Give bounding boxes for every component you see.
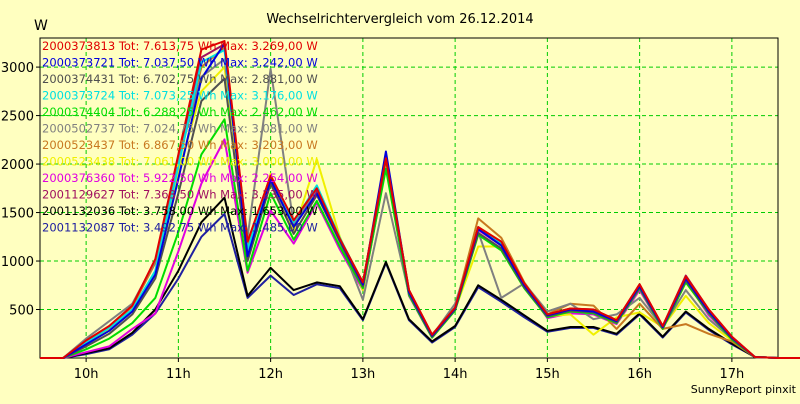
y-tick-label: 3000 [1,61,34,76]
x-tick-label: 12h [258,367,283,382]
x-tick-label: 11h [166,367,191,382]
y-tick-label: 1500 [1,207,34,222]
y-tick-label: 500 [9,304,34,319]
y-tick-label: 1000 [1,255,34,270]
footer-credit: SunnyReport pinxit [691,383,797,396]
plot-frame [39,37,779,359]
chart-title: Wechselrichtervergleich vom 26.12.2014 [266,12,533,27]
legend-entry: 2001132036 Tot: 3.758,00 Wh Max: 1.653,0… [42,204,318,218]
series-line-11 [40,213,800,359]
legend-entry: 2001132087 Tot: 3.492,75 Wh Max: 1.485,0… [42,221,318,235]
legend: 2000373813 Tot: 7.613,75 Wh Max: 3.269,0… [42,39,318,235]
x-tick-label: 10h [74,367,99,382]
legend-entry: 2000373721 Tot: 7.037,50 Wh Max: 3.242,0… [42,56,318,70]
legend-entry: 2000374431 Tot: 6.702,75 Wh Max: 2.881,0… [42,72,318,86]
x-tick-label: 16h [627,367,652,382]
legend-entry: 2001129627 Tot: 7.363,50 Wh Max: 3.235,0… [42,188,318,202]
legend-entry: 2000373724 Tot: 7.073,25 Wh Max: 3.176,0… [42,89,318,103]
x-tick-label: 17h [719,367,744,382]
legend-entry: 2000373813 Tot: 7.613,75 Wh Max: 3.269,0… [42,39,318,53]
axes: 500 1000 1500 2000 2500 3000 10h 11h 12h 13h 14h 15… [1,37,779,382]
series-line-10 [40,196,800,359]
legend-entry: 2000502737 Tot: 7.024,75 Wh Max: 3.081,0… [42,122,318,136]
y-tick-label: 2000 [1,158,34,173]
legend-entry: 2000523437 Tot: 6.867,50 Wh Max: 3.203,0… [42,138,318,152]
y-axis-label: W [34,18,48,34]
x-tick-label: 13h [350,367,375,382]
series-lines [40,40,800,359]
x-tick-label: 15h [535,367,560,382]
legend-entry: 2000374404 Tot: 6.288,25 Wh Max: 2.462,0… [42,105,318,119]
y-tick-label: 2500 [1,110,34,125]
series-line-0 [40,40,800,359]
legend-entry: 2000523438 Tot: 7.061,00 Wh Max: 3.000,0… [42,155,318,169]
legend-entry: 2000376360 Tot: 5.922,50 Wh Max: 2.254,0… [42,171,318,185]
x-tick-label: 14h [443,367,468,382]
